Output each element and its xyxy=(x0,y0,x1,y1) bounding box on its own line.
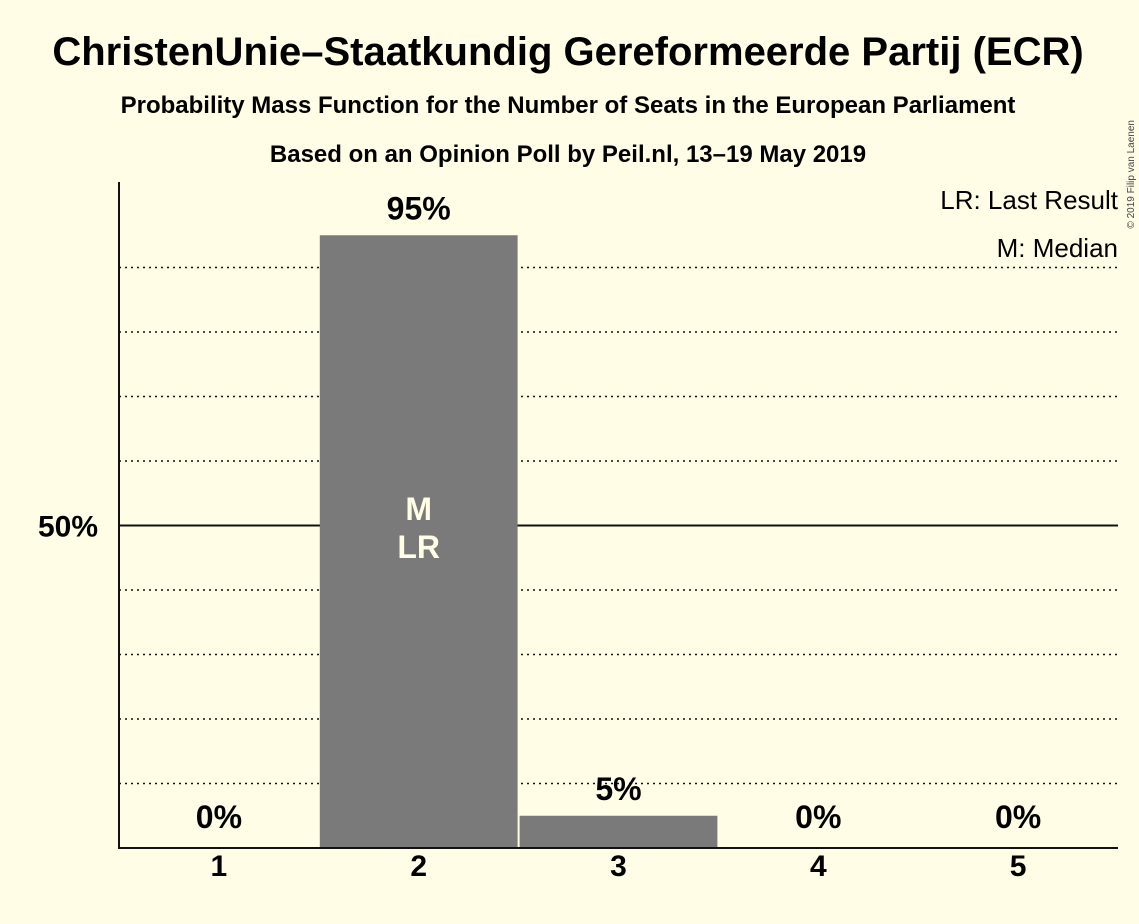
bar-annotation-lr: LR xyxy=(397,529,440,565)
y-tick-label: 50% xyxy=(38,511,98,544)
bars xyxy=(319,235,718,848)
legend-entry: M: Median xyxy=(997,233,1118,263)
legend: LR: Last Result M: Median xyxy=(940,185,1119,263)
chart-subtitle-source: Based on an Opinion Poll by Peil.nl, 13–… xyxy=(270,141,866,168)
chart-title: ChristenUnie–Staatkundig Gereformeerde P… xyxy=(52,30,1083,74)
data-label-1: 0% xyxy=(196,799,242,835)
data-label-4: 0% xyxy=(795,799,841,835)
copyright-notice: © 2019 Filip van Laenen xyxy=(1126,120,1137,229)
x-tick-label-5: 5 xyxy=(1010,850,1027,883)
gridlines xyxy=(119,266,1118,785)
bar-3 xyxy=(519,815,718,848)
axes: 1 2 3 4 5 50% xyxy=(38,182,1118,883)
chart-subtitle: Probability Mass Function for the Number… xyxy=(121,92,1016,119)
data-label-2: 95% xyxy=(387,190,451,226)
x-tick-label-2: 2 xyxy=(410,850,427,883)
data-label-5: 0% xyxy=(995,799,1041,835)
legend-entry: LR: Last Result xyxy=(940,185,1119,215)
x-tick-label-1: 1 xyxy=(211,850,228,883)
data-labels: 0% 95% 5% 0% 0% MLR xyxy=(196,190,1041,835)
x-tick-label-3: 3 xyxy=(610,850,627,883)
x-tick-label-4: 4 xyxy=(810,850,827,883)
bar-2 xyxy=(319,235,518,848)
bar-annotation-m: M xyxy=(405,491,432,527)
data-label-3: 5% xyxy=(595,771,641,807)
